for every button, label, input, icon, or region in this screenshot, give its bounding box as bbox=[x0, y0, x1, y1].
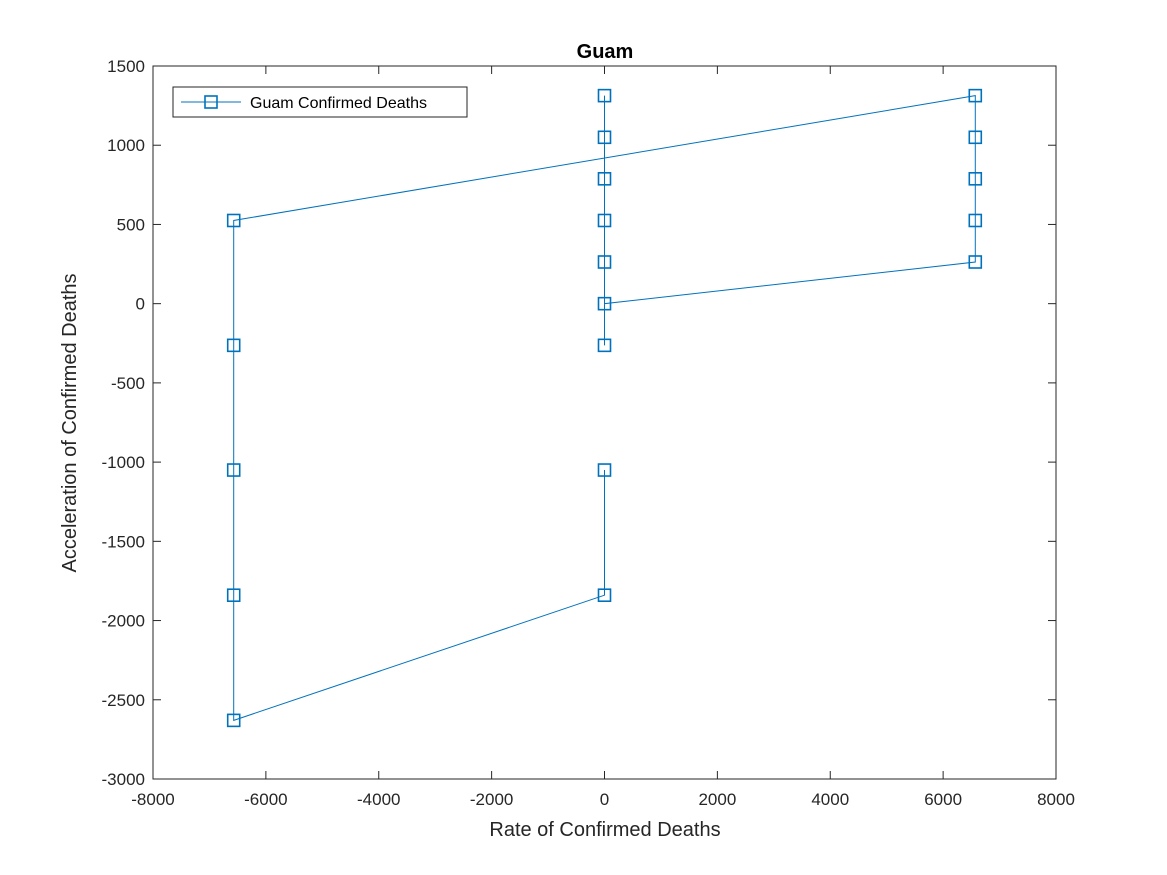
data-point-0-6 bbox=[226, 213, 241, 228]
data-point-0-13 bbox=[597, 255, 612, 269]
y-tick-label-8: 1000 bbox=[107, 136, 145, 155]
x-tick-label-7: 6000 bbox=[924, 790, 962, 809]
data-point-0-18 bbox=[597, 338, 612, 353]
data-point-0-7 bbox=[968, 88, 983, 103]
data-point-0-17 bbox=[597, 88, 612, 103]
data-point-0-3 bbox=[226, 588, 241, 603]
x-tick-label-4: 0 bbox=[600, 790, 609, 809]
x-tick-label-1: -6000 bbox=[244, 790, 287, 809]
y-tick-label-1: -2500 bbox=[102, 691, 145, 710]
data-point-0-9 bbox=[968, 172, 983, 186]
legend-entry-label: Guam Confirmed Deaths bbox=[250, 95, 427, 112]
x-tick-label-0: -8000 bbox=[131, 790, 174, 809]
data-point-0-10 bbox=[968, 213, 983, 228]
y-tick-label-4: -1000 bbox=[102, 453, 145, 472]
legend-marker-sample bbox=[204, 95, 218, 109]
y-tick-label-2: -2000 bbox=[102, 612, 145, 631]
data-point-0-4 bbox=[226, 463, 241, 477]
data-point-0-16 bbox=[597, 130, 612, 145]
data-point-0-12 bbox=[597, 296, 612, 311]
data-point-0-14 bbox=[597, 213, 612, 228]
data-point-0-8 bbox=[968, 130, 983, 145]
x-tick-label-3: -2000 bbox=[470, 790, 513, 809]
series-line-0 bbox=[233, 95, 976, 722]
data-point-0-15 bbox=[597, 172, 612, 186]
y-axis-ticks: -3000 -2500 -2000 -1500 -1000 -500 0 500 1000 150… bbox=[102, 57, 1056, 789]
x-axis-ticks: -8000 -6000 -4000 -2000 0 2000 4000 6000 8000 bbox=[131, 66, 1075, 809]
data-point-0-5 bbox=[226, 338, 241, 353]
y-tick-label-0: -3000 bbox=[102, 770, 145, 789]
data-point-0-2 bbox=[226, 713, 241, 728]
y-tick-label-5: -500 bbox=[111, 374, 145, 393]
legend: Guam Confirmed Deaths bbox=[172, 86, 468, 118]
data-point-0-0 bbox=[597, 463, 612, 477]
y-tick-label-3: -1500 bbox=[102, 532, 145, 551]
series-layer bbox=[226, 88, 983, 728]
data-point-0-1 bbox=[597, 588, 612, 603]
chart-title: Guam bbox=[577, 41, 634, 63]
y-axis-label: Acceleration of Confirmed Deaths bbox=[59, 273, 81, 572]
x-tick-label-8: 8000 bbox=[1037, 790, 1075, 809]
data-point-0-11 bbox=[968, 255, 983, 269]
x-axis-label: Rate of Confirmed Deaths bbox=[489, 819, 720, 841]
x-tick-label-2: -4000 bbox=[357, 790, 400, 809]
y-tick-label-7: 500 bbox=[117, 215, 145, 234]
x-tick-label-5: 2000 bbox=[698, 790, 736, 809]
x-tick-label-6: 4000 bbox=[811, 790, 849, 809]
y-tick-label-9: 1500 bbox=[107, 57, 145, 76]
y-tick-label-6: 0 bbox=[136, 295, 145, 314]
